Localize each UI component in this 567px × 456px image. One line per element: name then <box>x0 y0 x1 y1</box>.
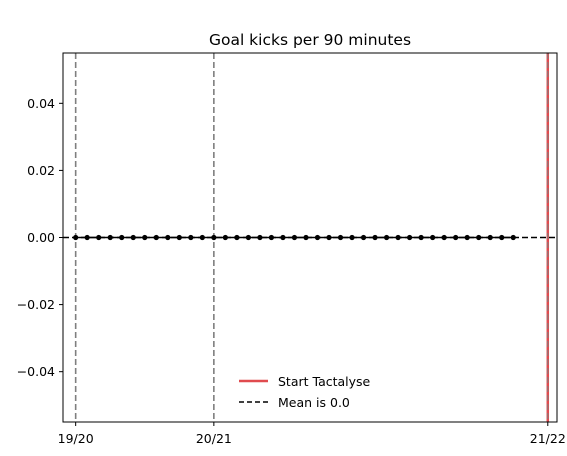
data-point <box>314 234 321 241</box>
y-tick-label: 0.04 <box>27 96 55 111</box>
data-point <box>464 234 470 241</box>
y-tick-label: 0.02 <box>27 163 55 178</box>
data-point <box>165 234 171 241</box>
plot-area: 0.04 0.02 0.00 −0.02 −0.04 19/20 20/21 21/22 <box>17 52 566 446</box>
data-point <box>372 234 378 241</box>
data-point <box>234 234 240 241</box>
y-tick-label: −0.04 <box>17 364 55 379</box>
data-point <box>499 234 505 241</box>
data-point <box>349 234 355 241</box>
data-point <box>337 234 344 241</box>
axes-frame <box>62 52 558 423</box>
x-tick-label: 21/22 <box>530 431 566 446</box>
data-point <box>222 234 228 241</box>
data-point <box>96 234 102 241</box>
data-point <box>142 234 148 241</box>
data-point <box>395 234 401 241</box>
data-point <box>268 234 275 241</box>
data-point <box>383 234 390 241</box>
data-point <box>360 234 367 241</box>
legend-label-tactalyse: Start Tactalyse <box>278 374 371 389</box>
data-point <box>119 234 125 241</box>
x-tick-label: 20/21 <box>196 431 232 446</box>
y-tick-label: 0.00 <box>27 230 55 245</box>
data-point <box>211 234 217 241</box>
data-point <box>430 234 436 241</box>
data-point <box>487 234 493 241</box>
legend-label-mean: Mean is 0.0 <box>278 395 350 410</box>
data-point <box>407 234 413 241</box>
data-point <box>257 234 263 241</box>
data-point <box>418 234 424 241</box>
data-point <box>476 234 482 241</box>
data-point <box>326 234 332 241</box>
data-point <box>291 234 298 241</box>
data-point <box>176 234 182 241</box>
data-point <box>453 234 459 241</box>
data-point <box>84 234 90 241</box>
data-point <box>280 234 286 241</box>
data-point <box>510 234 516 241</box>
data-point <box>303 234 309 241</box>
data-point <box>441 234 447 241</box>
y-axis: 0.04 0.02 0.00 −0.02 −0.04 <box>17 96 63 379</box>
y-tick-label: −0.02 <box>17 297 55 312</box>
x-axis: 19/20 20/21 21/22 <box>58 422 566 446</box>
data-point <box>130 234 136 241</box>
data-point <box>245 234 251 241</box>
data-point <box>199 234 205 241</box>
x-tick-label: 19/20 <box>58 431 94 446</box>
data-point <box>188 234 194 241</box>
series-layer <box>73 234 516 241</box>
chart-title: Goal kicks per 90 minutes <box>209 31 411 49</box>
data-point <box>73 234 79 241</box>
data-point <box>153 234 159 241</box>
legend: Start Tactalyse Mean is 0.0 <box>239 374 371 410</box>
data-point <box>107 234 113 241</box>
